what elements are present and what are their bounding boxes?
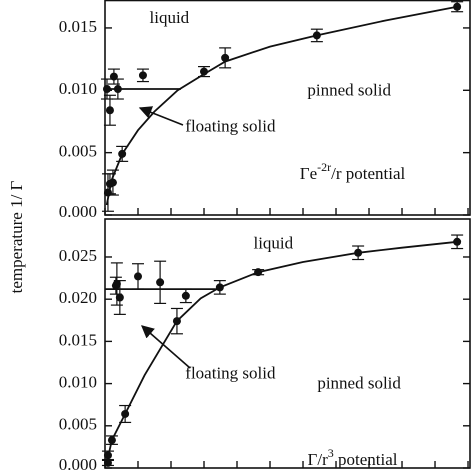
data-point [115,293,124,302]
annotation-part: -2r [317,160,331,174]
y-tick-label: 0.025 [59,246,97,265]
y-tick-label: 0.010 [59,79,97,98]
arrow [138,106,184,126]
annotation-part: pinned solid [317,373,401,392]
y-tick-label: 0.000 [59,202,97,221]
data-point [105,106,114,115]
data-point [453,237,462,246]
annotation: floating solid [185,363,276,382]
annotation-part: liquid [253,233,293,252]
y-axis-label: temperature 1/ Γ [7,180,26,293]
annotation-part: Γe [300,164,317,183]
y-tick-label: 0.020 [59,288,97,307]
annotation-part: liquid [150,8,190,27]
y-tick-label: 0.005 [59,415,97,434]
annotation-part: floating solid [185,117,276,136]
y-tick-label: 0.015 [59,17,97,36]
data-point [138,71,147,80]
plot-frame [104,0,471,216]
y-tick-label: 0.010 [59,372,97,391]
annotation: pinned solid [317,373,401,392]
annotation: Γe-2r/r potential [300,160,406,183]
curve [105,5,458,206]
annotation: pinned solid [307,80,391,99]
annotation-part: /r potential [331,164,405,183]
y-tick-label: 0.005 [59,142,97,161]
data-point [453,2,462,11]
y-tick-label: 0.015 [59,330,97,349]
data-point [134,272,143,281]
data-point [181,291,190,300]
data-point [156,278,165,287]
annotation-part: floating solid [185,363,276,382]
data-point [111,281,120,290]
curve [105,240,458,467]
annotation-part: pinned solid [307,80,391,99]
annotation: floating solid [185,117,276,136]
annotation-part: 3 [328,446,334,460]
plot-frame [104,218,471,469]
annotation: Γ/r3 potential [308,446,398,469]
arrow [141,325,191,369]
data-point [221,53,230,62]
annotation: liquid [253,233,293,252]
y-tick-label: 0.000 [59,455,97,474]
annotation-part: Γ/r [308,450,329,469]
annotation-part: potential [334,450,398,469]
annotation: liquid [150,8,190,27]
